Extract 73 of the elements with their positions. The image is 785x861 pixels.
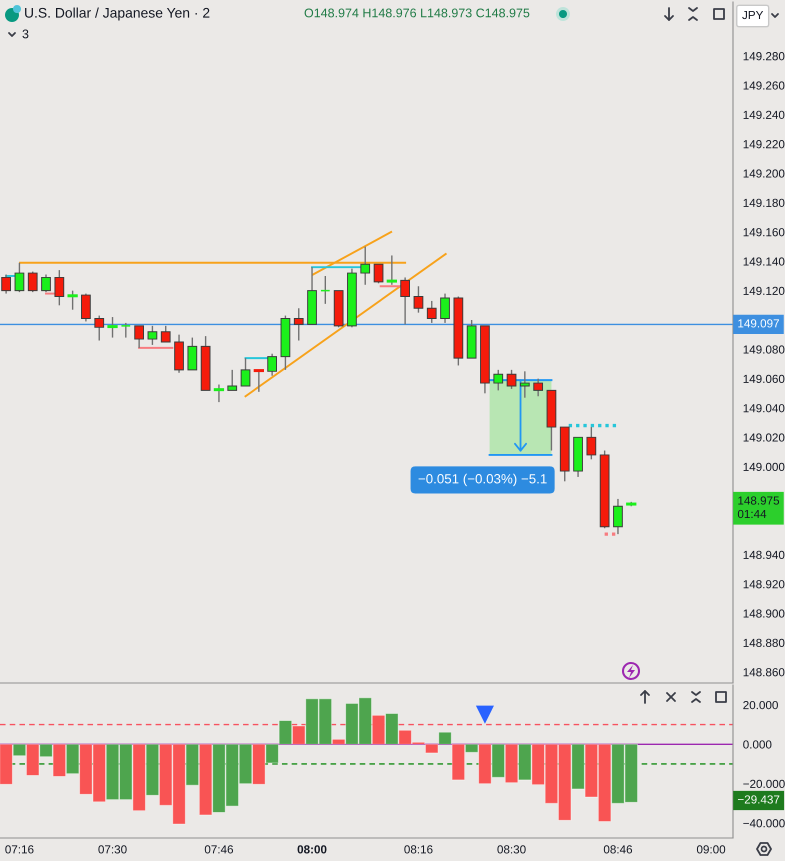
candlestick [107, 316, 118, 338]
y-tick-label: 148.900 [744, 609, 784, 618]
annotation: −0.051 (−0.03%) −5.1 [418, 474, 547, 486]
x-tick-label: 07:30 [98, 845, 127, 854]
y-tick-label: 149.220 [744, 140, 784, 148]
candlestick [41, 274, 51, 293]
y-tick-label: 149.000 [744, 462, 784, 471]
y-tick-label: 149.120 [744, 286, 784, 295]
y-tick-label: 149.060 [744, 374, 784, 383]
candlestick [227, 369, 238, 392]
y-tick-label: 149.020 [744, 433, 784, 442]
candlestick [160, 325, 171, 343]
x-tick-label: 08:00 [298, 845, 326, 854]
candlestick [400, 276, 410, 326]
y-tick-label: 149.200 [744, 169, 784, 178]
text: −29.437 [738, 795, 780, 804]
ref-line-label: 149.097 [738, 319, 779, 328]
candlestick [240, 357, 250, 387]
candlestick [1, 274, 11, 294]
y-tick-label: −40.000 [743, 819, 785, 828]
y-tick-label: −20.000 [743, 780, 785, 788]
candlestick [386, 254, 397, 286]
candlestick [254, 369, 264, 393]
y-tick-label: 149.040 [744, 404, 784, 412]
y-tick-label: 149.240 [744, 110, 784, 119]
chart-title: U.S. Dollar / Japanese Yen · 2 [25, 8, 210, 20]
y-tick-label: 0.000 [743, 740, 772, 749]
y-tick-label: 149.140 [744, 257, 784, 266]
y-tick-label: 149.280 [744, 52, 784, 60]
candlestick [440, 292, 450, 324]
candlestick [120, 322, 131, 338]
candlestick [214, 384, 224, 403]
candlestick [586, 426, 596, 460]
text: 148.975 01:44 [738, 496, 780, 518]
candlestick [320, 275, 330, 305]
candlestick [493, 369, 504, 392]
candlestick [28, 270, 38, 293]
candlestick [67, 290, 78, 310]
candlestick [506, 369, 516, 390]
candlestick [14, 262, 24, 293]
candlestick [360, 246, 370, 286]
candlestick [520, 370, 530, 398]
x-tick-label: 07:46 [204, 845, 234, 854]
y-tick-label: 148.940 [744, 550, 784, 560]
y-tick-label: 20.000 [743, 700, 778, 710]
candlestick [134, 325, 144, 349]
x-tick-label: 08:30 [497, 845, 526, 854]
y-tick-label: 149.180 [744, 198, 784, 207]
candlestick [414, 286, 424, 314]
candlestick [94, 314, 104, 342]
annotation: 3 [22, 30, 28, 38]
x-tick-label: 08:16 [404, 845, 433, 854]
candlestick [374, 264, 384, 284]
candlestick [426, 300, 437, 324]
y-tick-label: 148.920 [744, 580, 784, 588]
x-tick-label: 09:00 [696, 845, 726, 854]
y-tick-label: 149.080 [744, 345, 784, 354]
candlestick [187, 336, 198, 371]
y-tick-label: 148.860 [744, 668, 784, 676]
candlestick [81, 292, 91, 322]
candlestick [613, 498, 623, 535]
x-tick-label: 07:16 [5, 845, 34, 854]
y-tick-label: 149.260 [744, 81, 784, 90]
candlestick [54, 269, 64, 306]
candlestick [294, 308, 304, 342]
y-tick-label: 148.880 [744, 638, 784, 648]
text: JPY [742, 10, 764, 20]
candlestick [148, 325, 158, 346]
x-tick-label: 08:46 [604, 845, 632, 854]
candlestick [533, 378, 544, 397]
y-tick-label: 149.160 [744, 228, 784, 236]
annotation: O148.974 H148.976 L148.973 C148.975 [304, 8, 530, 18]
candlestick [267, 353, 277, 376]
